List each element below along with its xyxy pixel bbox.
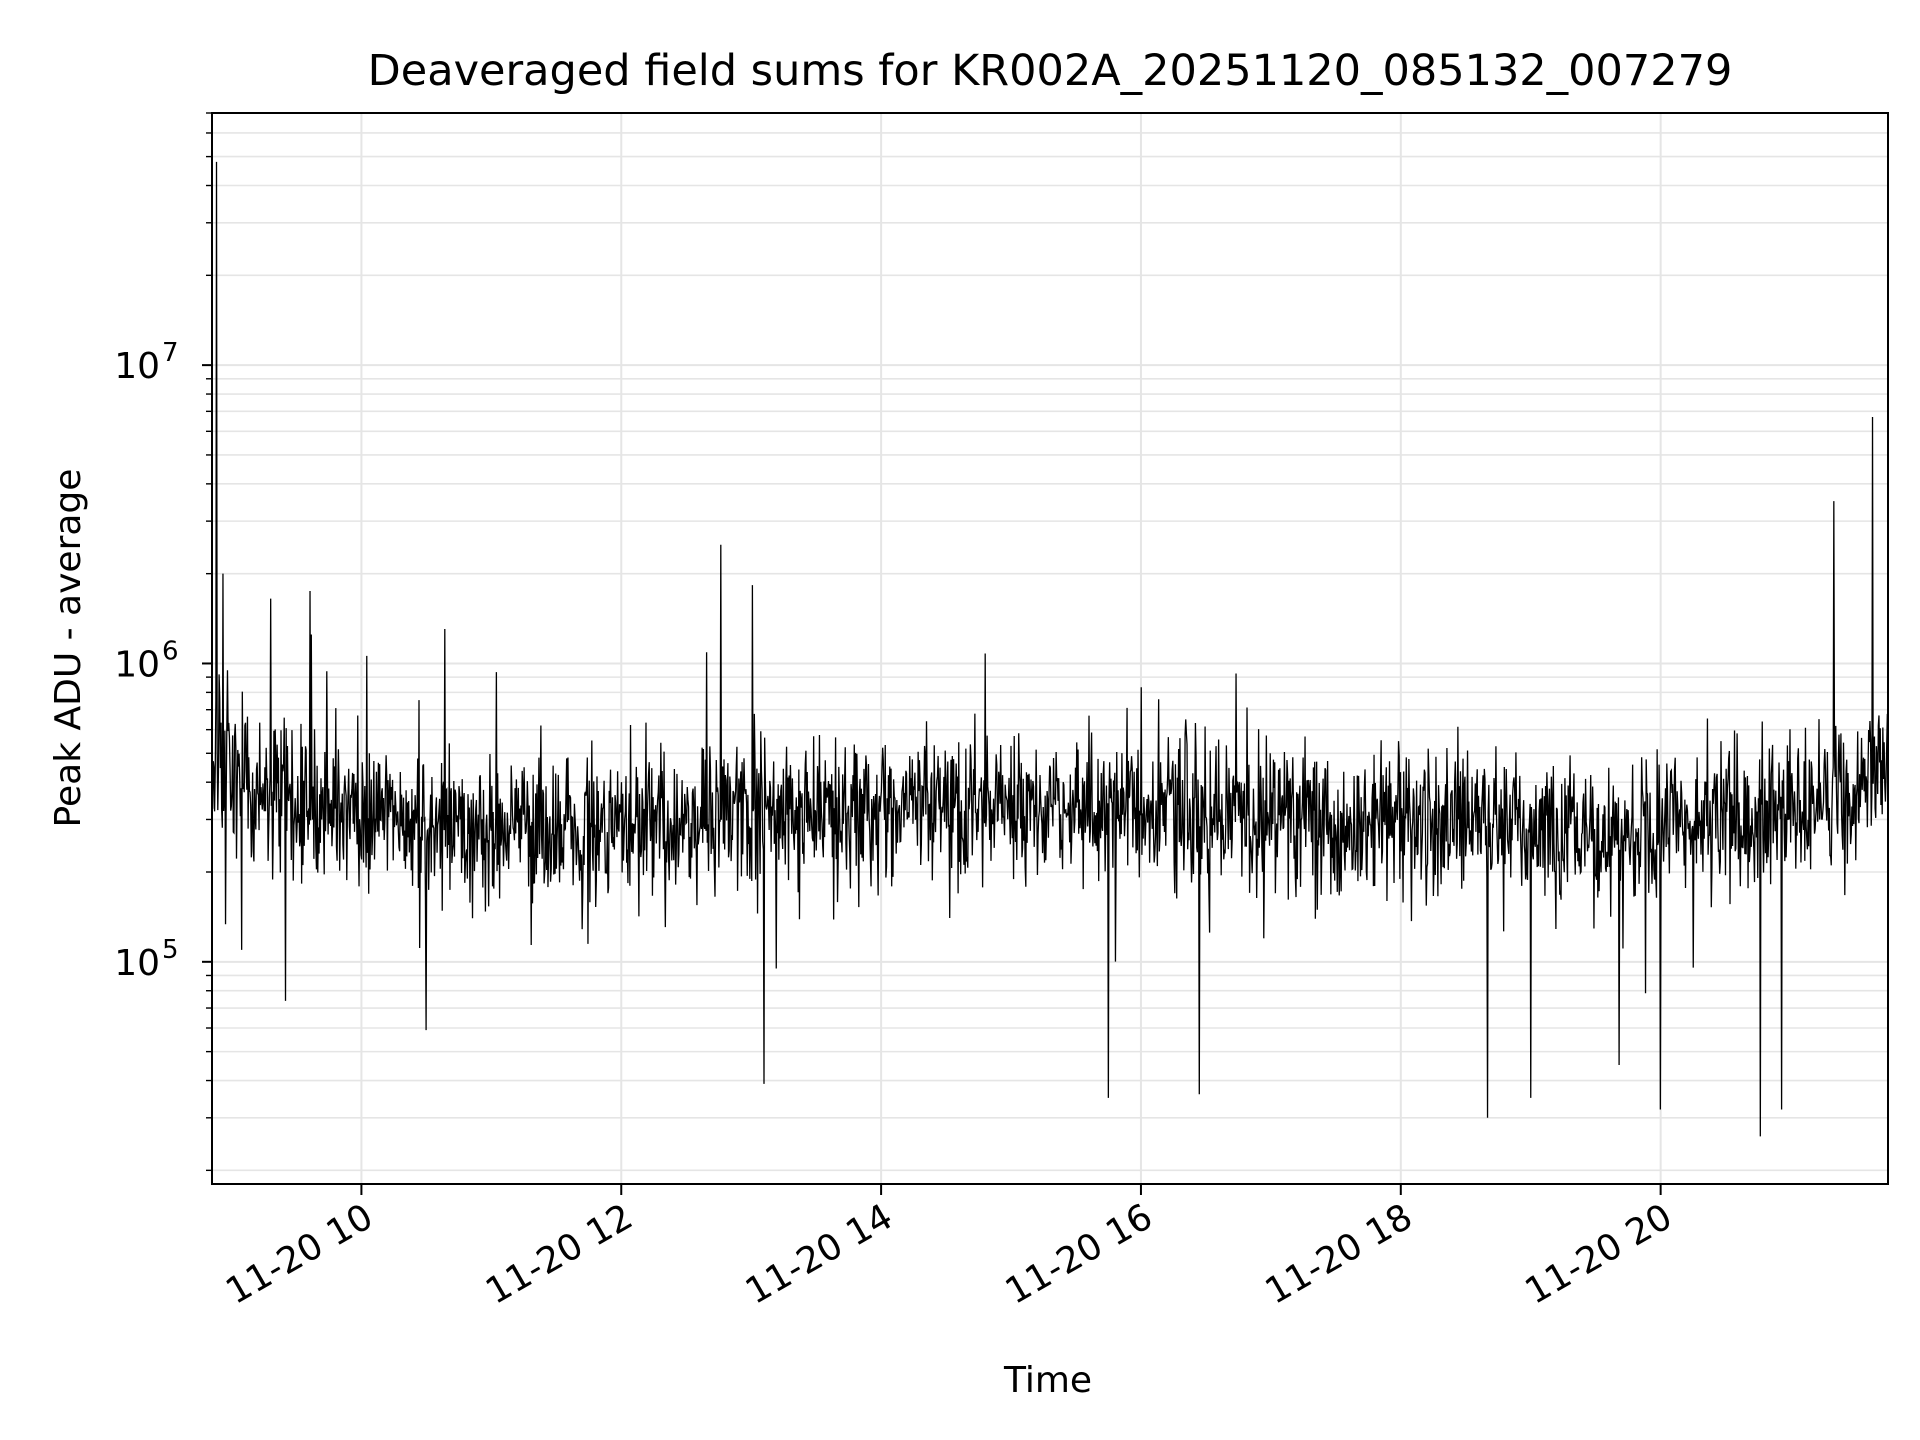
chart-title: Deaveraged field sums for KR002A_2025112… (368, 46, 1733, 96)
x-axis-label: Time (1003, 1360, 1092, 1401)
series-layer (211, 161, 1889, 1137)
y-tick-label: 10 5 (114, 935, 178, 984)
series-line (211, 161, 1889, 1137)
plot-frame (211, 112, 1889, 1185)
y-tick-base: 10 (114, 644, 160, 685)
y-tick-base: 10 (114, 943, 160, 984)
y-tick-base: 10 (114, 346, 160, 387)
y-axis-label: Peak ADU - average (48, 469, 89, 828)
y-tick-exponent: 6 (162, 636, 179, 666)
y-tick-exponent: 5 (162, 935, 179, 965)
y-tick-label: 10 6 (114, 636, 178, 685)
y-tick-exponent: 7 (162, 338, 179, 368)
y-tick-label: 10 7 (114, 338, 178, 387)
